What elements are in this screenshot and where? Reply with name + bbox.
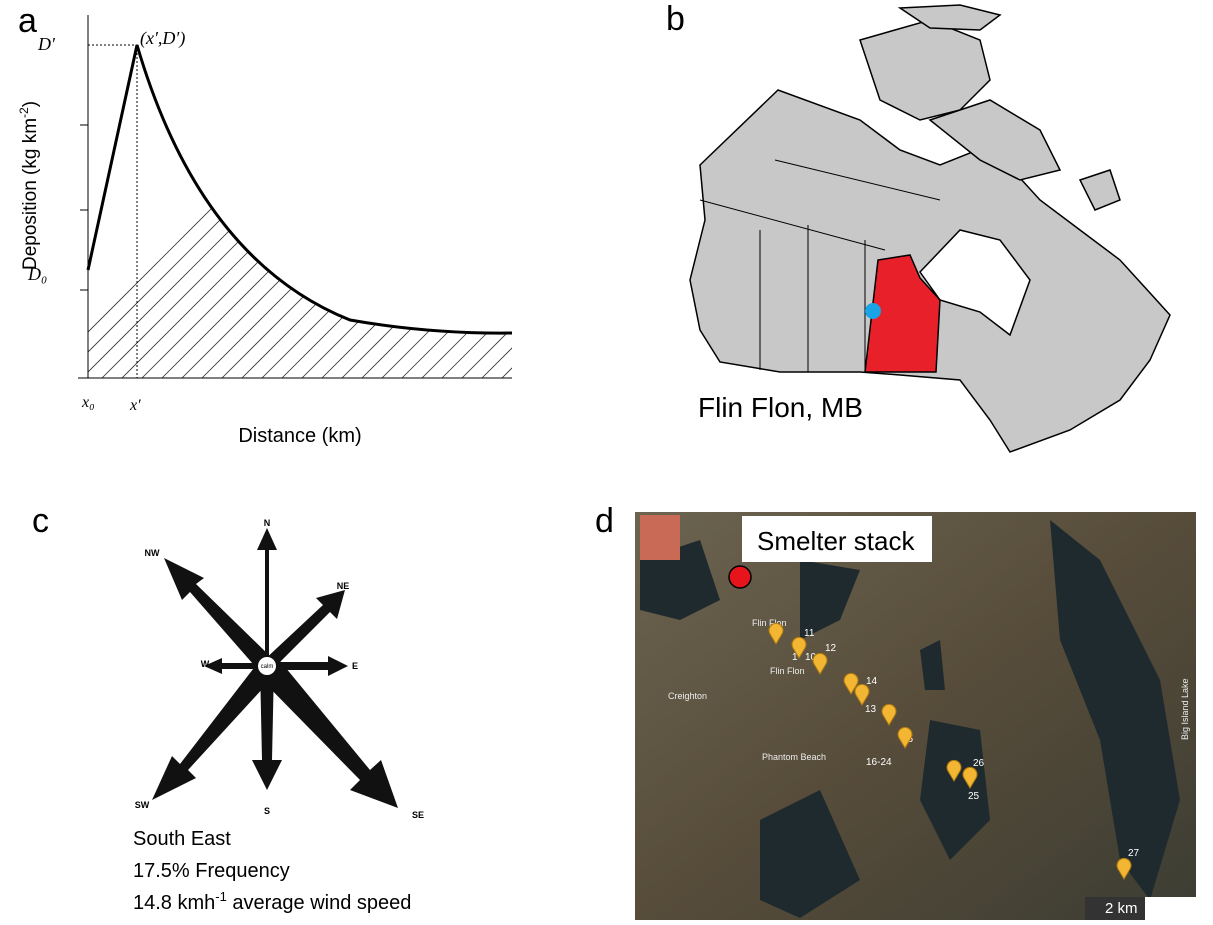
figure: a (x′,D′) D′ D₀ x₀ x′ Distance (km) Depo…: [0, 0, 1213, 920]
site-label: 13: [865, 704, 877, 715]
hatch-line: [340, 50, 670, 380]
direction-label: N: [264, 518, 271, 528]
y-axis-label-text: Deposition (kg km: [20, 118, 41, 270]
panel-label: b: [666, 0, 685, 38]
wind-rose: [152, 528, 398, 808]
site-label: 27: [1128, 848, 1140, 859]
panel-d: d Smelter stack Flin Flon Flin Flon Crei…: [595, 502, 1196, 920]
direction-label: E: [352, 661, 358, 671]
panel-label: c: [32, 502, 49, 540]
site-label: 12: [825, 643, 837, 654]
panel-c: c N NE E SE S SW W NW calm South East 17…: [32, 502, 424, 914]
hatch-line: [40, 50, 370, 380]
panel-label: a: [18, 2, 37, 40]
hatch-line: [120, 50, 450, 380]
place-label: Creighton: [668, 691, 707, 701]
caption-line: 17.5% Frequency: [133, 860, 290, 882]
x-mark: x′: [129, 397, 141, 414]
caption-line: South East: [133, 828, 231, 850]
flin-flon-dot: [865, 303, 881, 319]
y-axis-label-sup: -2: [17, 107, 31, 118]
site-label: 11: [804, 628, 815, 639]
hatch-line: [100, 50, 430, 380]
site-label: 14: [866, 676, 878, 687]
caption-text: 14.8 kmh: [133, 892, 215, 914]
hatch-line: [80, 50, 410, 380]
hatch-line: [360, 50, 690, 380]
deposition-curve: [88, 45, 512, 333]
hatch-line: [300, 50, 630, 380]
caption-sup: -1: [215, 889, 227, 904]
canada-map: [690, 5, 1170, 452]
hatch-line: [240, 50, 570, 380]
panel-label: d: [595, 502, 614, 540]
panel-b: b Flin Flon, MB: [666, 0, 1170, 452]
smelter-stack: [729, 566, 751, 588]
hatch-line: [180, 50, 510, 380]
site-label: 16-24: [866, 757, 892, 768]
hatch-line: [60, 50, 390, 380]
direction-label: SW: [135, 800, 150, 810]
y-mark: D′: [37, 34, 56, 54]
site-label: 25: [968, 791, 980, 802]
place-label: Big Island Lake: [1180, 678, 1190, 740]
direction-label: SE: [412, 810, 424, 820]
location-label: Flin Flon, MB: [698, 392, 863, 423]
hatch-line: [200, 50, 530, 380]
hatch-line: [220, 50, 550, 380]
caption-end: average wind speed: [227, 892, 412, 914]
y-axis-label: Deposition (kg km-2): [17, 101, 41, 270]
direction-label: NE: [337, 581, 350, 591]
place-label: Phantom Beach: [762, 752, 826, 762]
stack-label: Smelter stack: [757, 526, 915, 556]
y-axis-label-end: ): [20, 101, 41, 107]
site-label: 26: [973, 758, 985, 769]
peak-label: (x′,D′): [140, 28, 185, 49]
direction-label: NW: [145, 548, 160, 558]
direction-label: S: [264, 806, 270, 816]
scale-label: 2 km: [1105, 900, 1138, 917]
direction-label: W: [201, 659, 210, 669]
hatch-line: [320, 50, 650, 380]
calm-label: calm: [261, 664, 274, 670]
x-mark: x₀: [81, 394, 95, 411]
caption-line: 14.8 kmh-1 average wind speed: [133, 889, 411, 914]
x-axis-label: Distance (km): [238, 425, 361, 447]
place-label: Flin Flon: [770, 666, 805, 676]
tailings: [640, 515, 680, 560]
